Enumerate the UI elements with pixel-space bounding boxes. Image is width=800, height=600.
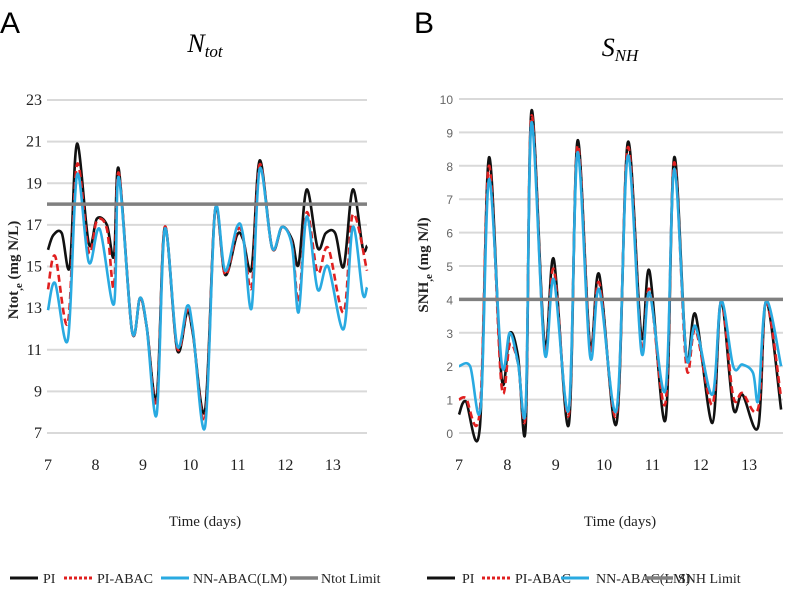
y-axis-label-sub: ,e: [13, 283, 25, 291]
panel-label: B: [414, 7, 434, 40]
y-tick-label: 1: [446, 394, 453, 408]
series-line-nn-abac-lm-: [46, 166, 369, 431]
legend: PI PI-ABAC NN-ABAC(LM)SNH Limit: [427, 572, 741, 587]
y-tick-label: 3: [446, 327, 453, 341]
y-axis-label: SNH,e (mg N/l): [416, 217, 435, 312]
y-tick-label: 2: [446, 360, 453, 374]
y-axis-label-units: (mg N/L): [6, 221, 22, 284]
y-tick-label: 11: [27, 342, 42, 359]
y-tick-label: 19: [26, 175, 42, 192]
y-tick-label: 21: [26, 134, 42, 151]
y-tick-label: 8: [446, 160, 453, 174]
chart-title-sub: NH: [614, 46, 640, 65]
y-tick-label: 5: [446, 260, 453, 274]
x-tick-label: 9: [552, 457, 560, 474]
legend-label: Ntot Limit: [321, 572, 381, 587]
y-tick-label: 4: [446, 293, 453, 307]
chart-title: SNH: [602, 33, 640, 65]
y-axis-label: Ntot,e (mg N/L): [6, 221, 25, 319]
chart-title-sub: tot: [205, 42, 224, 61]
y-axis-label-sub: ,e: [423, 274, 435, 282]
x-tick-label: 10: [596, 457, 612, 474]
legend-label: NN-ABAC(LM): [596, 572, 690, 587]
chart-title-main: N: [186, 29, 206, 58]
x-tick-label: 12: [277, 457, 293, 474]
x-tick-label: 7: [455, 457, 463, 474]
x-axis-label: Time (days): [584, 514, 656, 530]
chart-a: A Ntot 7 9 11 13 15 17 19 21 23 7 8 9 10 11 12 13 Time (da…: [0, 7, 381, 587]
y-axis-label-main: Ntot: [6, 291, 22, 319]
x-tick-label: 10: [182, 457, 198, 474]
y-tick-label: 23: [26, 92, 42, 109]
y-tick-label: 9: [34, 383, 42, 400]
y-tick-label: 0: [446, 427, 453, 441]
x-tick-label: 11: [230, 457, 245, 474]
legend: PI PI-ABAC NN-ABAC(LM) Ntot Limit: [10, 572, 381, 587]
x-tick-label: 7: [44, 457, 52, 474]
y-tick-label: 17: [26, 217, 42, 234]
y-axis-label-units: (mg N/l): [416, 217, 432, 274]
chart-title-main: S: [602, 33, 615, 62]
series-line-pi-abac: [458, 114, 783, 428]
x-tick-label: 9: [139, 457, 147, 474]
x-tick-label: 8: [503, 457, 511, 474]
panel-label: A: [0, 7, 20, 40]
legend-label: SNH Limit: [678, 572, 741, 587]
legend-label: PI: [462, 572, 475, 587]
x-axis-label: Time (days): [169, 514, 241, 530]
x-tick-label: 12: [693, 457, 709, 474]
x-tick-label: 11: [645, 457, 660, 474]
legend-label: PI: [43, 572, 56, 587]
y-tick-label: 15: [26, 259, 42, 276]
y-tick-label: 10: [440, 93, 454, 107]
x-tick-label: 13: [741, 457, 757, 474]
series-line-nn-abac-lm-: [458, 121, 783, 420]
y-tick-label: 7: [34, 425, 42, 442]
legend-label: PI-ABAC: [97, 572, 153, 587]
x-tick-label: 13: [325, 457, 341, 474]
y-tick-label: 6: [446, 227, 453, 241]
y-tick-label: 9: [446, 126, 453, 140]
y-tick-label: 13: [26, 300, 42, 317]
legend-label: PI-ABAC: [515, 572, 571, 587]
legend-label: NN-ABAC(LM): [193, 572, 287, 587]
y-axis-label-main: SNH: [416, 281, 432, 312]
x-tick-label: 8: [91, 457, 99, 474]
chart-title: Ntot: [186, 29, 224, 61]
y-tick-label: 7: [446, 193, 453, 207]
